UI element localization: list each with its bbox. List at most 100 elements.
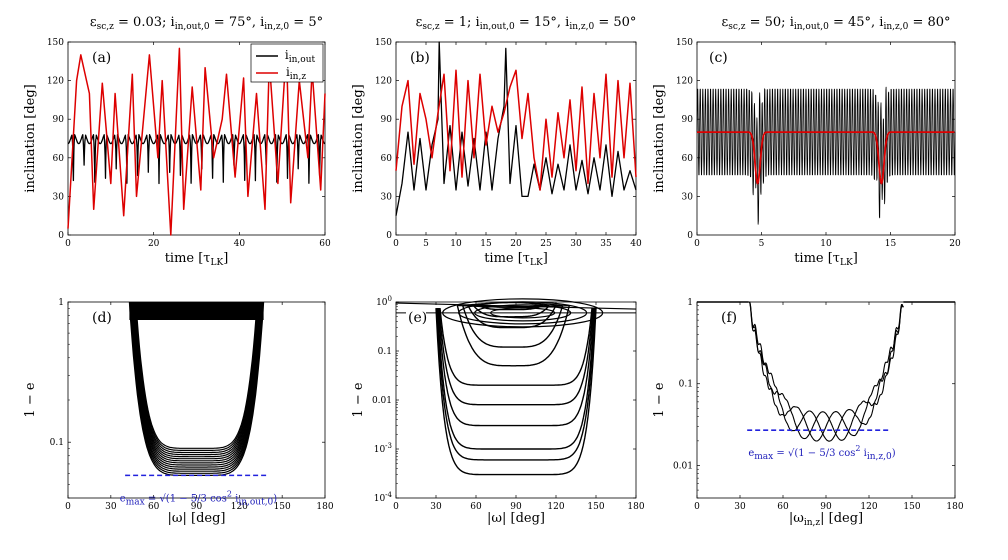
trajectory-curve — [437, 308, 595, 427]
x-tick-label: 0 — [393, 502, 399, 512]
trajectory-curve — [456, 305, 570, 367]
legend-box — [250, 43, 324, 83]
x-tick-label: 60 — [148, 502, 160, 512]
trajectory-curve — [436, 308, 596, 461]
x-tick-label: 5 — [423, 239, 429, 249]
panel-label: (f) — [721, 310, 737, 326]
y-tick-label: 30 — [53, 192, 65, 202]
x-tick-label: 120 — [231, 502, 248, 512]
y-tick-label: 0 — [58, 231, 64, 241]
y-axis-label: 1 − e — [23, 382, 38, 417]
trajectory-curve — [131, 301, 262, 466]
trajectory-curve — [748, 301, 904, 442]
x-tick-label: 40 — [630, 239, 642, 249]
x-tick-label: 30 — [105, 502, 117, 512]
panel-label: (e) — [408, 310, 427, 326]
x-tick-label: 60 — [777, 502, 789, 512]
trajectory-loop — [474, 304, 572, 322]
x-tick-label: 35 — [600, 239, 612, 249]
y-tick-label: 30 — [381, 192, 393, 202]
y-tick-label: 90 — [53, 115, 65, 125]
y-axis-label: 1 − e — [652, 382, 667, 417]
x-tick-label: 60 — [319, 239, 331, 249]
x-axis-label: time [τLK] — [794, 251, 858, 268]
panel-e: 0 30 60 90 120 150 180 10-4 10-3 0.01 0.1 100 (e) 1 −… — [351, 295, 645, 526]
x-tick-label: 0 — [65, 239, 71, 249]
legend-entry-i-in-z: iin,z — [286, 65, 306, 82]
y-axis-label: inclination [deg] — [652, 84, 667, 192]
y-tick-label: 60 — [53, 154, 65, 164]
x-tick-label: 150 — [274, 502, 291, 512]
y-tick-label: 120 — [47, 77, 64, 87]
y-axis-label: 1 − e — [351, 382, 366, 417]
trajectory-curve — [748, 301, 904, 442]
x-tick-label: 20 — [510, 239, 522, 249]
y-tick-label: 0 — [687, 231, 693, 241]
trajectory-loop — [442, 298, 604, 328]
x-axis-label: |ωin,z| [deg] — [789, 511, 863, 528]
trajectory-curve — [134, 301, 259, 451]
trajectory-curve — [132, 301, 261, 460]
x-tick-label: 5 — [759, 239, 765, 249]
x-tick-label: 180 — [627, 502, 644, 512]
panel-title: εsc,z = 50; iin,out,0 = 45°, iin,z,0 = 8… — [721, 15, 950, 32]
y-tick-label: 0 — [386, 231, 392, 241]
trajectory-loop — [490, 307, 556, 319]
panel-label: (b) — [410, 50, 430, 66]
trajectory-curve — [438, 308, 594, 406]
legend-entry-i-in-out: iin,out — [285, 48, 316, 65]
y-tick-label: 90 — [682, 115, 694, 125]
y-tick-label: 10-4 — [374, 491, 393, 504]
trajectory-loop — [458, 301, 588, 325]
panel-c: 0 5 10 15 20 0 30 60 90 120 150 (c) inclination [deg… — [652, 15, 961, 268]
trajectory-line — [395, 302, 637, 310]
x-tick-label: 0 — [694, 239, 700, 249]
panel-title: εsc,z = 0.03; iin,out,0 = 75°, iin,z,0 =… — [90, 15, 323, 32]
trajectory-curve — [133, 301, 260, 458]
axes-frame — [696, 301, 956, 499]
y-tick-label: 120 — [375, 77, 392, 87]
trajectory-band — [129, 302, 264, 320]
y-axis-label: inclination [deg] — [351, 84, 366, 192]
x-tick-label: 90 — [191, 502, 203, 512]
panel-f: 0 30 60 90 120 150 180 0.01 0.1 1 emax = √(1 − 5/3… — [652, 298, 964, 528]
y-tick-label: 0.01 — [673, 461, 693, 471]
y-tick-label: 60 — [682, 154, 694, 164]
x-tick-label: 60 — [470, 502, 482, 512]
x-tick-label: 180 — [946, 502, 963, 512]
x-tick-label: 20 — [148, 239, 160, 249]
y-tick-label: 10-3 — [374, 442, 392, 455]
x-tick-label: 30 — [430, 502, 442, 512]
panel-d: 0 30 60 90 120 150 180 0.1 1 emax = √(1 − 5/3 cos… — [23, 298, 334, 526]
x-axis-label: |ω| [deg] — [168, 511, 226, 526]
x-tick-label: 15 — [885, 239, 897, 249]
panel-label: (a) — [92, 50, 111, 66]
series-i-in-z — [395, 69, 637, 191]
panel-b: 0 5 10 15 20 25 30 35 40 0 30 60 90 120 150 (b) inclinat… — [351, 15, 642, 268]
x-tick-label: 120 — [547, 502, 564, 512]
trajectory-curve — [135, 301, 258, 449]
y-tick-label: 90 — [381, 115, 393, 125]
y-tick-label: 0.01 — [372, 396, 392, 406]
x-tick-label: 10 — [820, 239, 832, 249]
trajectory-curve — [478, 304, 543, 311]
trajectory-curve — [132, 301, 261, 462]
y-tick-label: 150 — [375, 38, 392, 48]
trajectory-curve — [435, 308, 597, 476]
x-axis-label: time [τLK] — [484, 251, 548, 268]
x-tick-label: 150 — [587, 502, 604, 512]
x-tick-label: 180 — [316, 502, 333, 512]
trajectory-curve — [462, 305, 564, 348]
series-i-in-out — [395, 41, 637, 216]
x-tick-label: 10 — [450, 239, 462, 249]
x-axis-label: time [τLK] — [165, 251, 229, 268]
x-tick-label: 120 — [860, 502, 877, 512]
trajectory-curve — [133, 301, 260, 456]
y-tick-label: 0.1 — [679, 380, 693, 390]
y-tick-label: 60 — [381, 154, 393, 164]
e-max-formula: emax = √(1 − 5/3 cos2 iin,out,0) — [120, 489, 278, 507]
trajectory-curve — [472, 305, 550, 318]
y-tick-label: 1 — [58, 298, 64, 308]
